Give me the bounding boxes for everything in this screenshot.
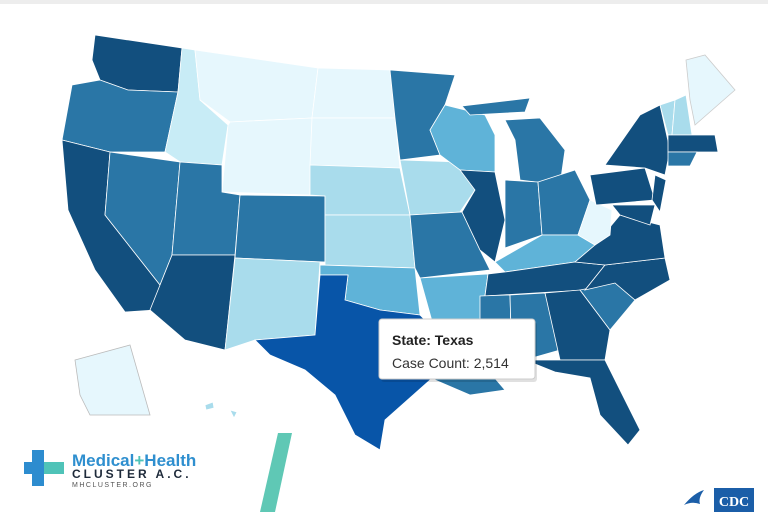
state[interactable] bbox=[309, 164, 411, 216]
logo: Medical+Health CLUSTER A.C. MHCLUSTER.OR… bbox=[24, 450, 196, 489]
state-hawaii[interactable] bbox=[204, 401, 215, 411]
state[interactable] bbox=[577, 199, 613, 246]
state[interactable] bbox=[651, 174, 667, 214]
us-map bbox=[61, 34, 736, 451]
state[interactable] bbox=[194, 49, 319, 123]
tooltip-line: Case Count: 2,514 bbox=[392, 355, 509, 371]
state[interactable] bbox=[667, 151, 698, 167]
label: State: bbox=[392, 332, 431, 348]
state[interactable] bbox=[234, 194, 326, 263]
accent-bar bbox=[260, 433, 292, 512]
state[interactable] bbox=[667, 134, 719, 153]
value: 2,514 bbox=[474, 355, 509, 371]
state[interactable] bbox=[504, 117, 566, 186]
state-hawaii[interactable] bbox=[229, 409, 238, 419]
state[interactable] bbox=[324, 214, 416, 269]
logo-icon bbox=[24, 450, 56, 486]
state[interactable] bbox=[504, 179, 543, 249]
logo-icon bbox=[44, 462, 64, 474]
top-bar bbox=[0, 0, 768, 4]
hhs-icon bbox=[684, 490, 704, 505]
state[interactable] bbox=[459, 169, 506, 263]
state[interactable] bbox=[311, 67, 396, 119]
state[interactable] bbox=[611, 204, 656, 226]
tooltip: State: Texas Case Count: 2,514 bbox=[378, 318, 537, 382]
tooltip-box bbox=[378, 318, 536, 380]
state-alaska[interactable] bbox=[74, 344, 151, 416]
text: Health bbox=[144, 451, 196, 470]
text: + bbox=[134, 451, 144, 470]
logo-line2: CLUSTER A.C. bbox=[72, 467, 192, 481]
state[interactable] bbox=[544, 289, 611, 361]
logo-name: Medical+Health bbox=[72, 451, 196, 470]
value: Texas bbox=[435, 332, 474, 348]
state[interactable] bbox=[461, 97, 531, 116]
state[interactable] bbox=[604, 104, 671, 176]
text: Medical bbox=[72, 451, 134, 470]
cdc-logo: CDC bbox=[684, 488, 754, 512]
state[interactable] bbox=[589, 167, 656, 206]
cdc-box bbox=[714, 488, 754, 512]
state[interactable] bbox=[221, 117, 313, 196]
label: Case Count: bbox=[392, 355, 470, 371]
state[interactable] bbox=[309, 117, 401, 169]
state[interactable] bbox=[685, 54, 736, 126]
tooltip-line: State: Texas bbox=[392, 332, 474, 348]
state[interactable] bbox=[671, 94, 693, 136]
cdc-text: CDC bbox=[719, 495, 749, 510]
logo-url: MHCLUSTER.ORG bbox=[72, 482, 153, 489]
state[interactable] bbox=[524, 359, 641, 446]
